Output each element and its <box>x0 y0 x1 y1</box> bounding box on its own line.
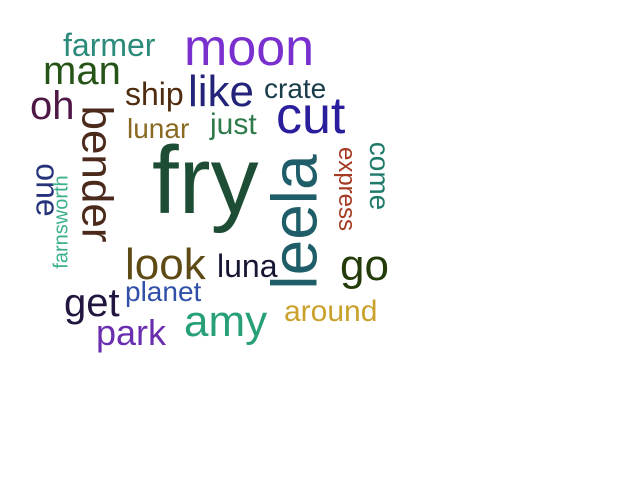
word-lunar: lunar <box>127 113 190 144</box>
word-get: get <box>64 281 120 325</box>
word-planet: planet <box>125 276 202 307</box>
word-go: go <box>340 241 389 290</box>
word-bender: bender <box>72 105 122 243</box>
word-farnsworth: farnsworth <box>50 175 73 269</box>
word-farmer: farmer <box>63 27 156 63</box>
word-amy: amy <box>184 297 268 346</box>
word-fry: fry <box>152 127 259 234</box>
word-luna: luna <box>217 248 278 284</box>
word-express: express <box>333 146 361 232</box>
word-oh: oh <box>30 84 75 128</box>
word-man: man <box>43 49 121 93</box>
word-around: around <box>284 295 378 328</box>
word-look: look <box>125 240 206 289</box>
word-cut: cut <box>276 87 346 145</box>
word-crate: crate <box>264 73 327 104</box>
word-come: come <box>364 141 396 211</box>
word-moon: moon <box>184 19 315 77</box>
word-ship: ship <box>125 76 184 112</box>
word-just: just <box>210 108 257 141</box>
word-like: like <box>188 67 255 116</box>
word-park: park <box>96 312 167 353</box>
